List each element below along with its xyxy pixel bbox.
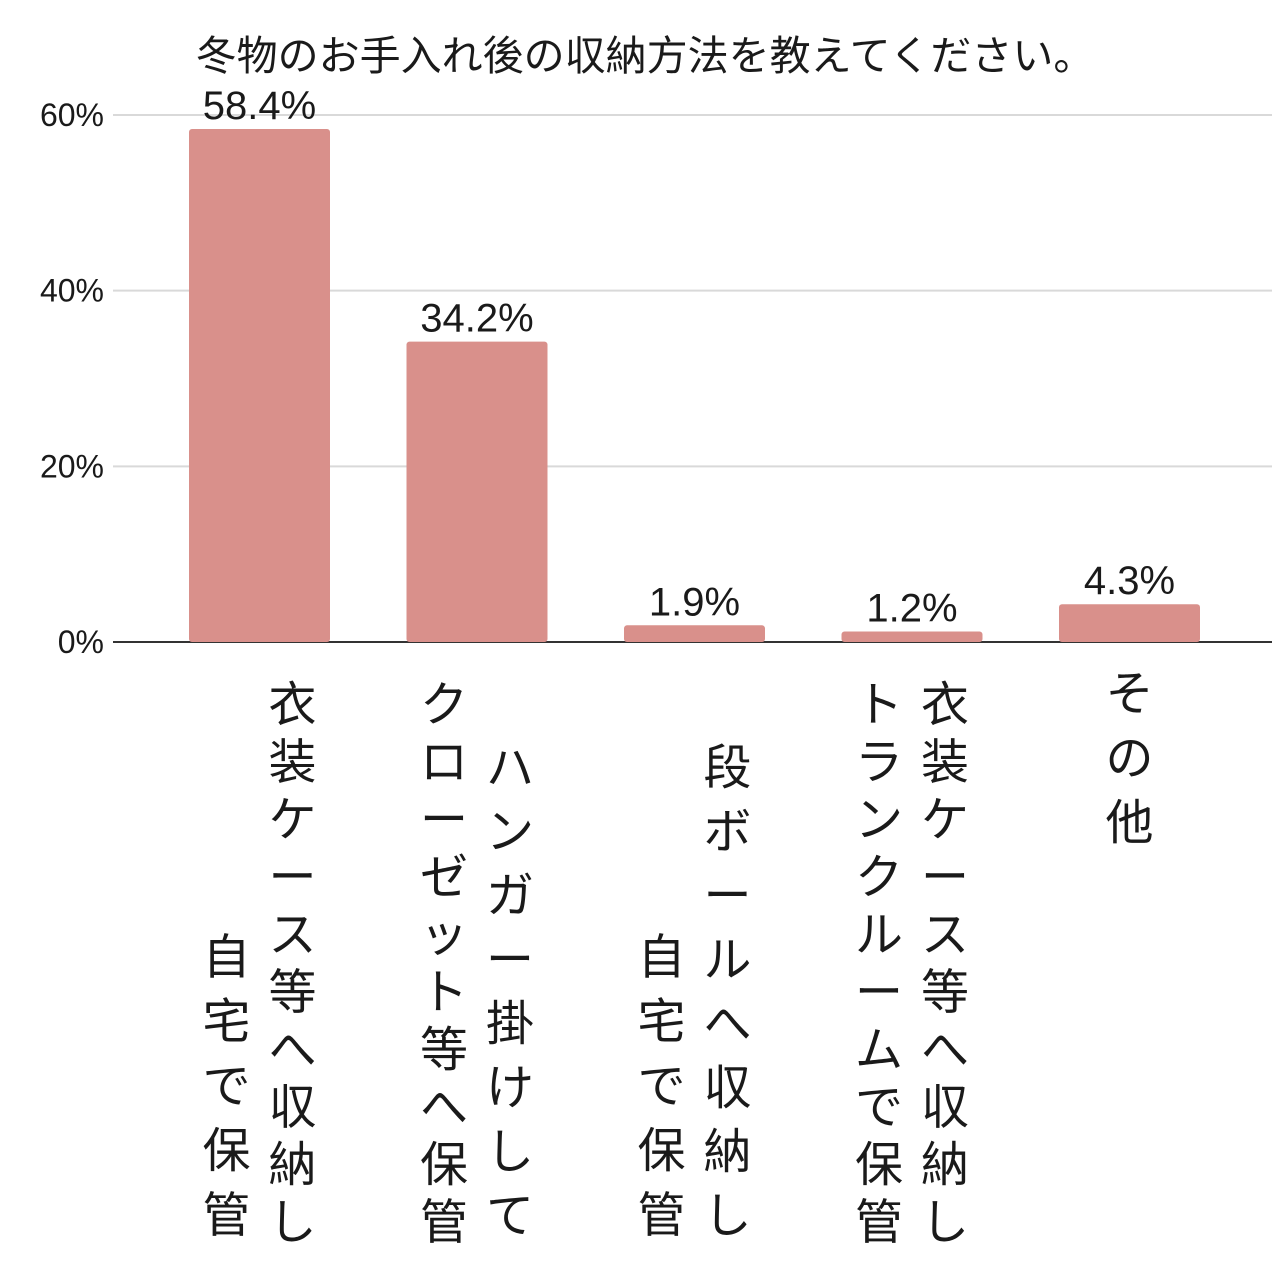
category-label: クローゼット等へ保管 <box>420 677 468 1251</box>
data-label: 1.9% <box>649 580 740 624</box>
bar <box>624 625 765 642</box>
category-label: 自宅で保管 <box>637 930 685 1244</box>
category-label: その他 <box>1105 666 1153 851</box>
data-label: 34.2% <box>420 297 533 341</box>
category-label: 段ボールへ収納し <box>703 740 751 1244</box>
y-tick-label: 60% <box>40 97 104 133</box>
bar <box>841 631 983 642</box>
data-label: 4.3% <box>1084 559 1175 603</box>
y-tick-label: 40% <box>40 273 104 309</box>
category-label: トランクルームで保管 <box>855 677 903 1251</box>
y-tick-label: 0% <box>58 624 104 660</box>
data-label: 58.4% <box>203 84 316 128</box>
category-label: 衣装ケース等へ収納し <box>268 677 316 1251</box>
chart-title: 冬物のお手入れ後の収納方法を教えてください。 <box>195 32 1095 80</box>
category-label: 自宅で保管 <box>202 930 250 1244</box>
y-tick-label: 20% <box>40 448 104 484</box>
category-label: ハンガー掛けして <box>486 740 534 1244</box>
data-label: 1.2% <box>866 586 957 630</box>
bar <box>406 341 548 642</box>
bar <box>1059 604 1200 642</box>
bar <box>189 129 330 642</box>
category-label: 衣装ケース等へ収納し <box>921 677 969 1251</box>
